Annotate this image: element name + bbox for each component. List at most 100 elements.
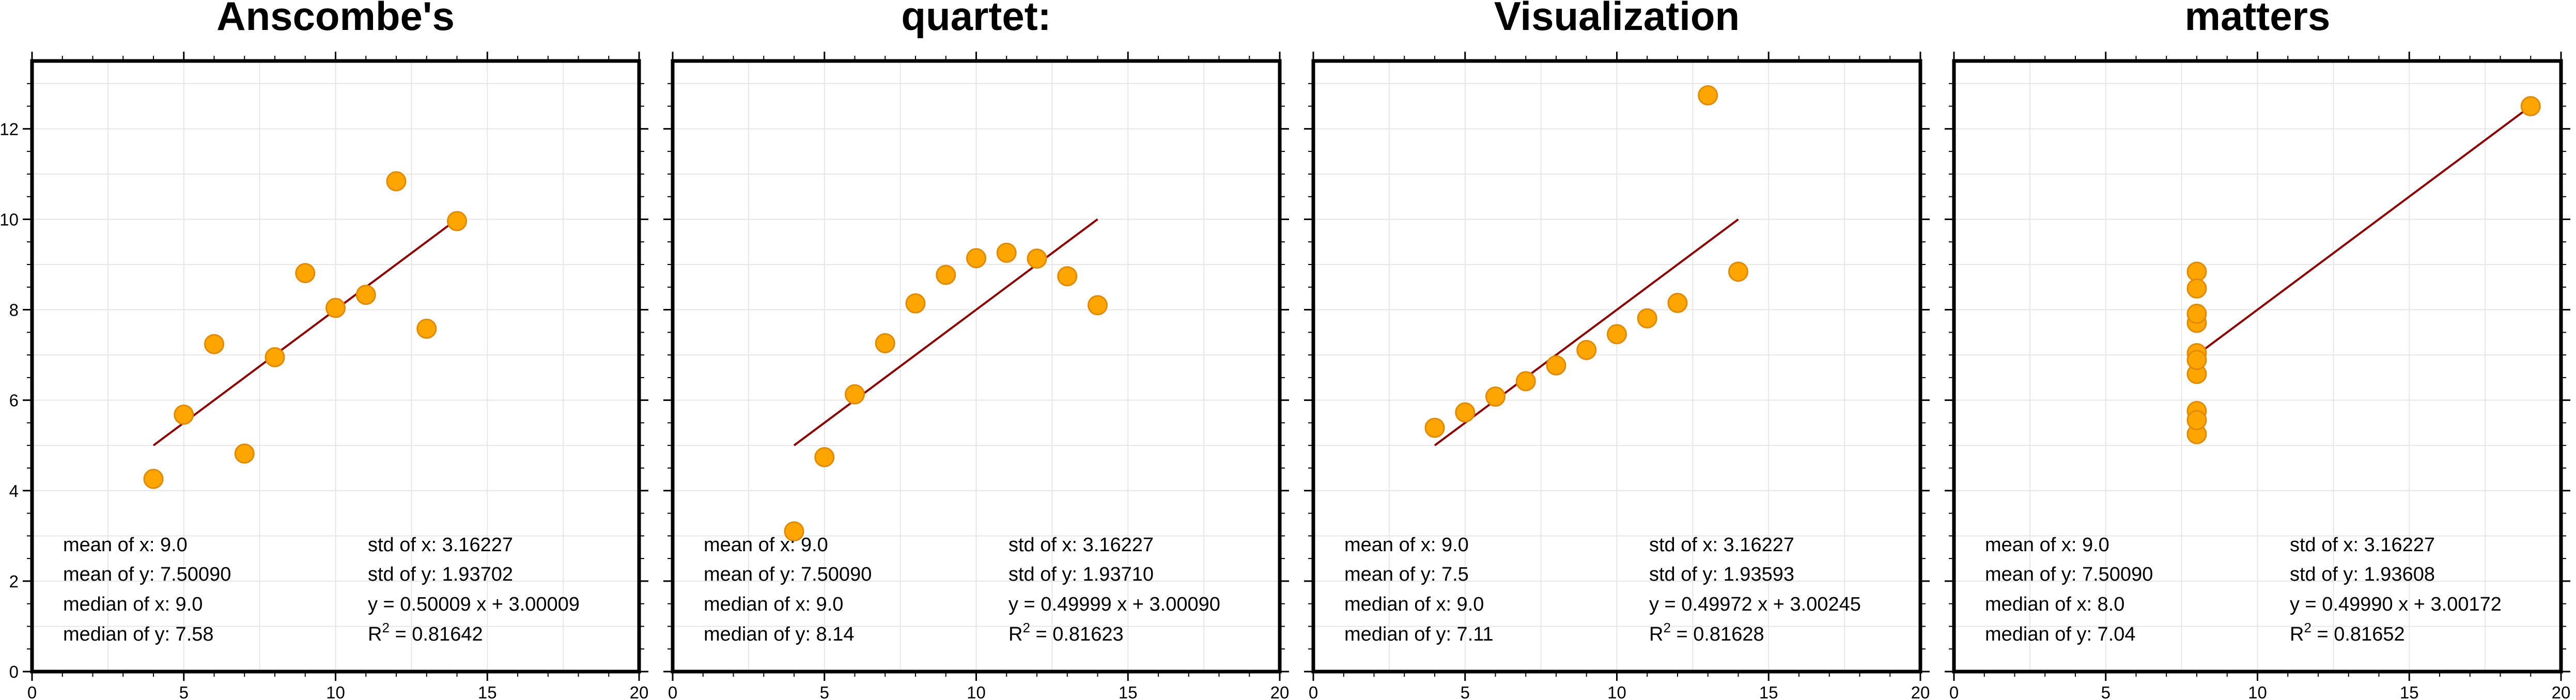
y-tick-label: 2	[9, 572, 19, 591]
stat-label: mean of y: 7.50090	[63, 564, 231, 585]
x-tick-label: 15	[2400, 683, 2419, 700]
data-point	[1057, 266, 1078, 287]
r-squared-label: R2 = 0.81628	[1649, 620, 1764, 645]
stat-label: std of x: 3.16227	[1008, 534, 1154, 556]
y-tick-label: 4	[9, 481, 19, 501]
stat-label: mean of x: 9.0	[704, 534, 828, 556]
panel-3: 0 5 10 15 20 Visualization mean of x: 9.0 std o…	[1304, 0, 1930, 700]
data-point	[234, 443, 255, 464]
x-tick-label: 15	[1119, 683, 1138, 700]
stat-label: std of x: 3.16227	[1649, 534, 1794, 556]
panel-4: 0 5 10 15 20 matters mean of x: 9.0 std of x: 3…	[1945, 0, 2570, 700]
data-point	[204, 334, 224, 354]
data-point	[845, 384, 865, 405]
data-point	[1546, 355, 1566, 376]
x-tick-label: 0	[668, 683, 677, 700]
stat-label: mean of x: 9.0	[63, 534, 188, 556]
x-tick-label: 0	[1949, 683, 1959, 700]
r-squared-label: R2 = 0.81623	[1008, 620, 1124, 645]
stat-label: std of y: 1.93593	[1649, 564, 1794, 585]
data-point	[875, 333, 895, 353]
grid	[1313, 61, 1920, 672]
r-squared-label: R2 = 0.81642	[368, 620, 483, 645]
panel-title: matters	[2185, 0, 2331, 39]
data-point	[265, 347, 285, 367]
grid	[1954, 61, 2561, 672]
data-point	[447, 211, 467, 231]
stat-label: median of y: 7.58	[63, 624, 214, 645]
data-point	[174, 405, 194, 425]
y-tick-label: 6	[9, 391, 19, 410]
regression-line	[793, 218, 1098, 446]
x-tick-label: 20	[1911, 683, 1930, 700]
regression-line	[2196, 105, 2532, 356]
stat-label: median of x: 9.0	[63, 594, 203, 615]
data-point	[2520, 96, 2541, 117]
stat-label: median of x: 9.0	[704, 594, 843, 615]
stat-label: std of y: 1.93710	[1008, 564, 1154, 585]
data-point	[1728, 261, 1748, 282]
stat-label: std of y: 1.93608	[2290, 564, 2435, 585]
x-tick-label: 20	[2552, 683, 2571, 700]
data-point	[784, 521, 804, 542]
data-point	[1637, 308, 1657, 329]
data-point	[814, 447, 835, 468]
x-tick-label: 20	[630, 683, 649, 700]
panel-1: 0 5 10 15 20 0 2 4 6 8 10 12 Anscombe's mean of x: 9.…	[0, 0, 648, 700]
x-tick-label: 10	[2248, 683, 2267, 700]
y-tick-label: 0	[9, 662, 19, 681]
stat-label: y = 0.49999 x + 3.00090	[1008, 594, 1220, 615]
data-point	[1455, 402, 1476, 423]
stat-label: median of y: 7.04	[1985, 624, 2136, 645]
plot-frame	[30, 59, 641, 674]
x-tick-label: 10	[1607, 683, 1626, 700]
stat-label: std of y: 1.93702	[368, 564, 513, 585]
data-point	[1667, 292, 1688, 313]
data-point	[966, 248, 986, 269]
x-tick-label: 15	[1759, 683, 1778, 700]
stat-label: y = 0.49990 x + 3.00172	[2290, 594, 2502, 615]
data-point	[2186, 410, 2207, 430]
x-tick-label: 10	[326, 683, 345, 700]
x-tick-label: 20	[1270, 683, 1290, 700]
panel-title: quartet:	[901, 0, 1051, 39]
data-point	[2186, 278, 2207, 299]
regression-line	[1434, 218, 1739, 446]
data-point	[1485, 386, 1506, 407]
stat-label: y = 0.49972 x + 3.00245	[1649, 594, 1861, 615]
regression-line	[152, 218, 458, 446]
data-point	[1576, 339, 1597, 360]
x-tick-label: 10	[967, 683, 986, 700]
data-point	[936, 265, 956, 285]
data-point	[386, 171, 407, 192]
y-tick-label: 10	[0, 210, 19, 229]
x-tick-label: 0	[1309, 683, 1318, 700]
x-tick-label: 5	[820, 683, 829, 700]
panel-title: Anscombe's	[216, 0, 455, 39]
x-tick-label: 5	[179, 683, 189, 700]
stat-label: std of x: 3.16227	[368, 534, 513, 556]
data-point	[355, 285, 376, 305]
stat-label: median of y: 7.11	[1344, 624, 1494, 645]
data-point	[143, 469, 164, 489]
y-tick-label: 12	[0, 119, 19, 138]
x-tick-label: 5	[1461, 683, 1470, 700]
stat-label: median of x: 8.0	[1985, 594, 2124, 615]
y-tick-label: 8	[9, 301, 19, 320]
data-point	[1698, 85, 1718, 106]
data-point	[1027, 248, 1047, 269]
stat-label: std of x: 3.16227	[2290, 534, 2435, 556]
x-tick-label: 15	[478, 683, 497, 700]
stat-label: mean of y: 7.5	[1344, 564, 1469, 585]
data-point	[1088, 295, 1108, 316]
plot-frame	[1952, 59, 2563, 674]
x-tick-label: 0	[27, 683, 37, 700]
data-point	[2186, 350, 2207, 370]
data-point	[2186, 261, 2207, 282]
stat-label: mean of x: 9.0	[1344, 534, 1469, 556]
data-point	[2186, 303, 2207, 324]
data-point	[1607, 324, 1627, 345]
stat-label: mean of y: 7.50090	[1985, 564, 2153, 585]
stat-label: mean of y: 7.50090	[704, 564, 872, 585]
